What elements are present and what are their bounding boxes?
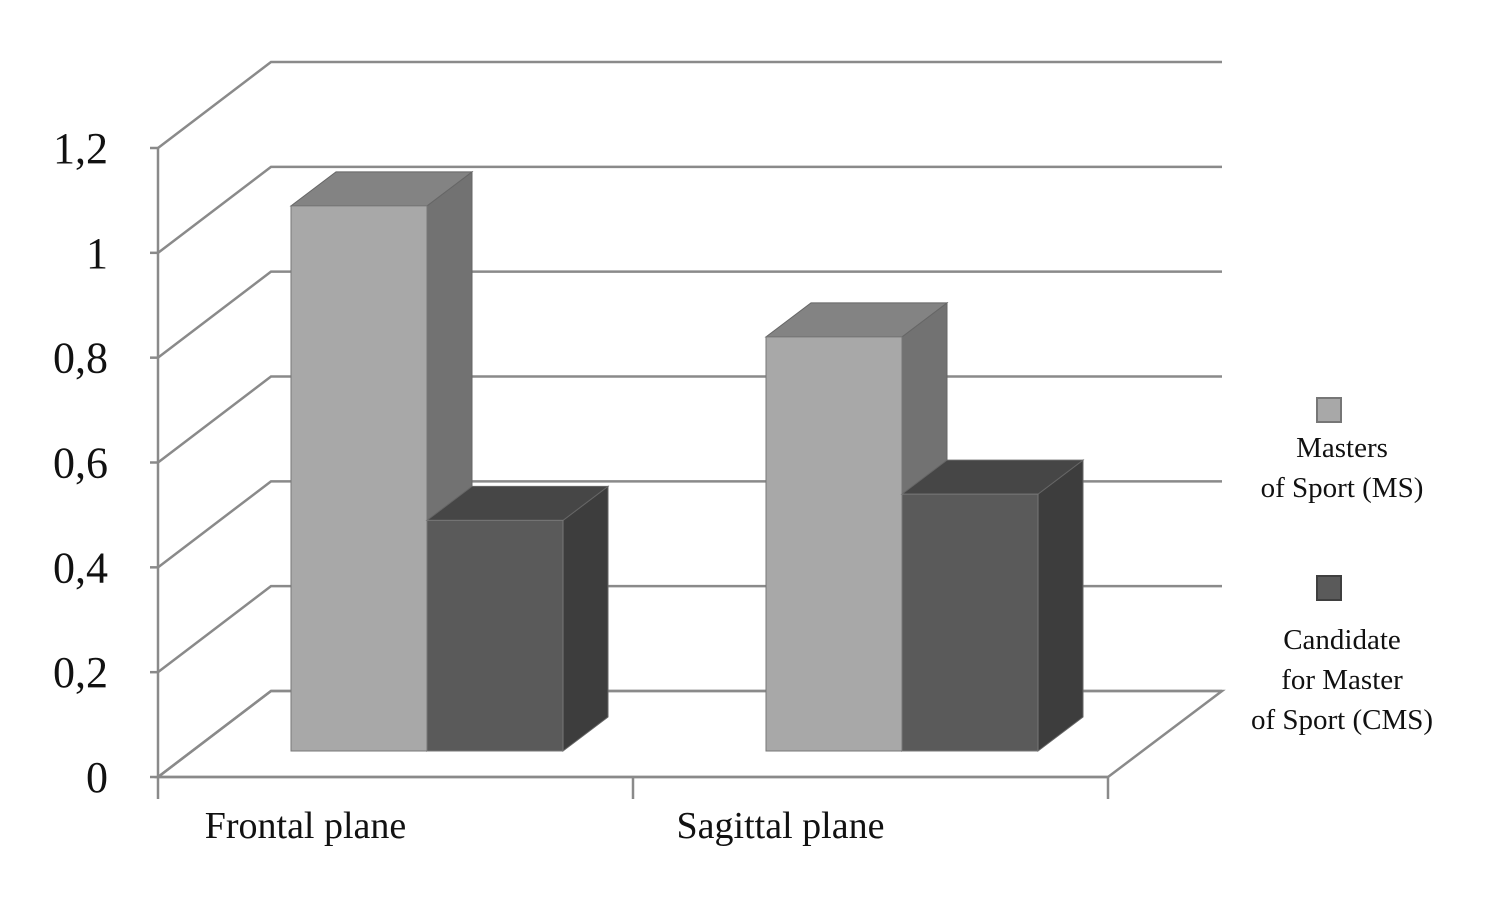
y-tick-label: 1	[86, 229, 108, 278]
axes	[150, 146, 1110, 799]
bar-front-face	[765, 336, 903, 752]
y-tick-label: 0,8	[53, 334, 108, 383]
bar-side-face	[1037, 459, 1084, 753]
bar-front-face	[426, 519, 564, 752]
legend-label: Candidate	[1283, 624, 1401, 656]
bar	[764, 301, 949, 753]
legend: Masters of Sport (MS) Candidate for Master o…	[1251, 397, 1433, 736]
y-tick-label: 1,2	[53, 124, 108, 173]
bar-front-face	[901, 493, 1039, 752]
legend-item: Masters of Sport (MS)	[1261, 397, 1424, 504]
legend-label: of Sport (MS)	[1261, 472, 1424, 504]
legend-label: of Sport (CMS)	[1251, 704, 1433, 736]
x-axis-labels: Frontal plane Sagittal plane	[205, 805, 885, 847]
bar-front-face	[290, 205, 428, 752]
x-axis-label: Sagittal plane	[677, 805, 885, 847]
y-tick-label: 0	[86, 753, 108, 802]
y-tick-label: 0,2	[53, 648, 108, 697]
x-axis-label: Frontal plane	[205, 805, 407, 847]
legend-label: Masters	[1296, 432, 1388, 464]
y-tick-label: 0,4	[53, 543, 108, 592]
bar	[900, 459, 1085, 753]
y-axis-ticks: 0 0,2 0,4 0,6 0,8 1 1,2	[53, 124, 108, 802]
legend-label: for Master	[1281, 664, 1403, 696]
gridline	[157, 270, 1222, 359]
bars	[289, 170, 1085, 753]
legend-swatch	[1316, 397, 1342, 423]
gridline	[157, 165, 1222, 254]
y-tick-label: 0,6	[53, 439, 108, 488]
bar-side-face	[562, 485, 609, 753]
bar	[425, 485, 610, 753]
gridline	[157, 60, 1222, 149]
legend-item: Candidate for Master of Sport (CMS)	[1251, 575, 1433, 736]
legend-swatch	[1316, 575, 1342, 601]
